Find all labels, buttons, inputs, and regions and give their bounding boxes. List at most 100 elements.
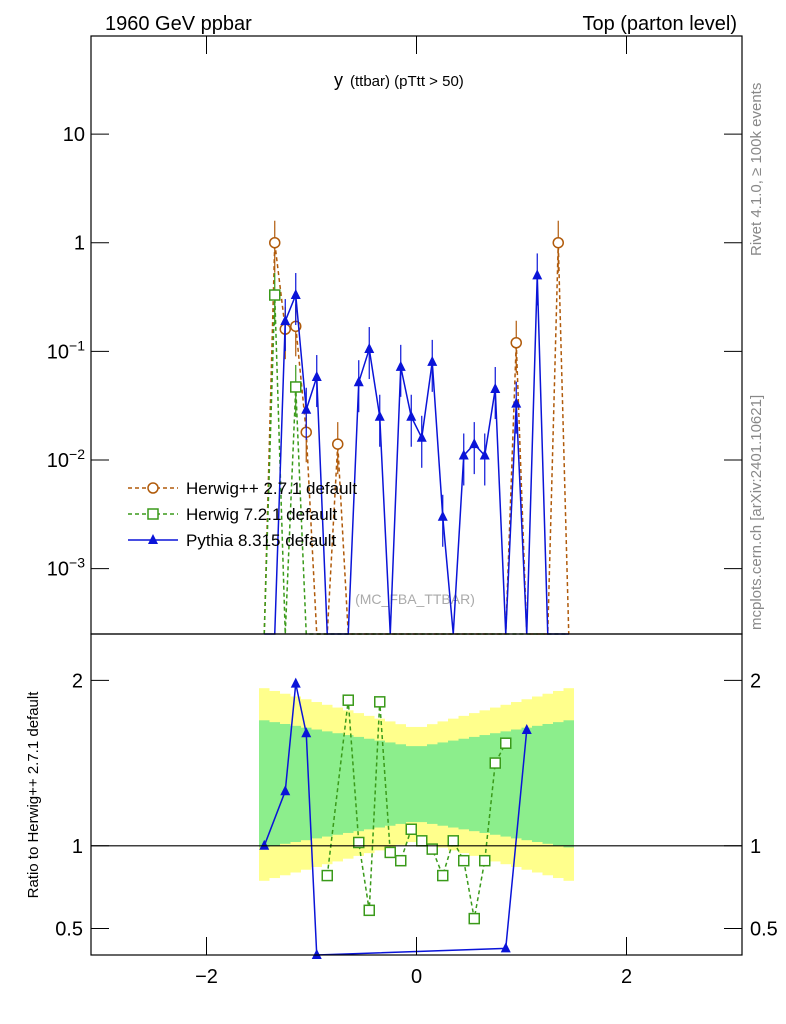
ratio-band-green [427, 744, 438, 824]
ratio-band-green [511, 729, 522, 839]
data-point [510, 336, 522, 349]
data-point [269, 289, 281, 301]
legend-marker [147, 482, 159, 494]
ratio-band-green [563, 720, 574, 848]
ratio-band-green [542, 723, 553, 844]
data-point [290, 381, 302, 393]
ratio-band-green [532, 725, 543, 842]
ratio-point [426, 843, 438, 855]
ratio-band-green [553, 722, 564, 846]
ratio-point [353, 836, 365, 849]
ratio-point [437, 869, 449, 882]
ratio-point [500, 942, 511, 953]
ratio-band-green [269, 722, 280, 846]
ratio-band-green [458, 738, 469, 830]
data-point [552, 236, 564, 249]
legend-label: Pythia 8.315 default [186, 531, 337, 550]
series-line-0 [263, 242, 570, 635]
ratio-y-tick-label: 0.5 [55, 919, 83, 941]
ratio-point [374, 696, 386, 708]
main-y-tick-label: 10−2 [47, 446, 85, 472]
x-tick-label: −2 [195, 966, 218, 988]
ratio-band-green [521, 727, 532, 841]
legend-label: Herwig 7.2.1 default [186, 505, 337, 524]
main-y-tick-label: 10−3 [47, 555, 85, 581]
main-y-tick-label: 10 [63, 124, 85, 146]
data-point [290, 289, 301, 300]
x-tick-label: 0 [411, 966, 422, 988]
ratio-point [259, 839, 270, 850]
main-y-tick-label: 10−1 [47, 337, 85, 363]
header-right: Top (parton level) [582, 13, 737, 35]
data-point [479, 449, 490, 460]
ratio-band-green [448, 740, 459, 828]
ratio-point [500, 737, 512, 749]
main-panel-series [263, 220, 570, 635]
ratio-band-green [311, 729, 322, 839]
ratio-point [311, 949, 322, 959]
ratio-band-green [385, 742, 396, 826]
data-point [416, 431, 427, 442]
data-point [427, 355, 438, 366]
ratio-band-green [437, 742, 448, 826]
data-point [269, 236, 281, 249]
ratio-point [301, 727, 312, 738]
ratio-band-green [343, 735, 354, 833]
data-point [511, 397, 522, 408]
ratio-band-green [395, 744, 406, 824]
series-line-1 [263, 295, 569, 635]
ratio-point [321, 869, 333, 882]
ratio-line-0 [326, 700, 507, 919]
ratio-y-tick-label: 1 [72, 836, 83, 858]
ratio-y-tick-label-right: 1 [750, 836, 761, 858]
legend: Herwig++ 2.7.1 default Herwig 7.2.1 defau… [128, 479, 357, 550]
version-label: Rivet 4.1.0, ≥ 100k events [748, 83, 765, 256]
ratio-y-axis-label: Ratio to Herwig++ 2.7.1 default [25, 691, 42, 899]
ratio-y-tick-label-right: 2 [750, 670, 761, 692]
data-point [301, 403, 312, 414]
data-point [437, 510, 448, 521]
ratio-band-green [490, 733, 501, 835]
data-point [280, 315, 291, 326]
ratio-band-green [469, 736, 480, 832]
watermark: (MC_FBA_TTBAR) [355, 591, 475, 607]
ratio-point [290, 677, 301, 688]
ratio-band-green [374, 740, 385, 828]
main-y-tick-label: 1 [74, 233, 85, 255]
ratio-point [363, 904, 375, 917]
ratio-band-green [259, 720, 270, 848]
ratio-band-green [290, 725, 301, 842]
ratio-point [405, 823, 417, 835]
ratio-band-green [353, 736, 364, 832]
data-point [311, 371, 322, 382]
data-point [406, 410, 417, 421]
legend-label: Herwig++ 2.7.1 default [186, 479, 357, 498]
ratio-point [384, 846, 396, 859]
header-left: 1960 GeV ppbar [105, 13, 252, 35]
data-point [532, 269, 543, 280]
ratio-point [280, 785, 291, 796]
ratio-point [521, 723, 532, 734]
ratio-point [447, 835, 459, 847]
plot-title-suffix: (ttbar) (pTtt > 50) [350, 73, 464, 90]
ratio-panel-series [91, 677, 742, 959]
ratio-band-green [500, 731, 511, 837]
data-point [395, 360, 406, 371]
ratio-point [342, 694, 354, 706]
ratio-band-green [479, 735, 490, 833]
data-point [353, 376, 364, 387]
x-tick-label: 2 [621, 966, 632, 988]
ratio-point [458, 854, 470, 867]
ratio-band-green [406, 746, 417, 823]
ratio-y-tick-label-right: 0.5 [750, 919, 778, 941]
ratio-point [395, 854, 407, 867]
data-point [364, 343, 375, 354]
ratio-y-tick-label: 2 [72, 670, 83, 692]
data-point [332, 438, 344, 450]
data-point [469, 438, 480, 449]
data-point [490, 383, 501, 394]
plot-title: y [334, 70, 343, 90]
ratio-point [489, 757, 501, 769]
legend-marker [147, 508, 159, 520]
